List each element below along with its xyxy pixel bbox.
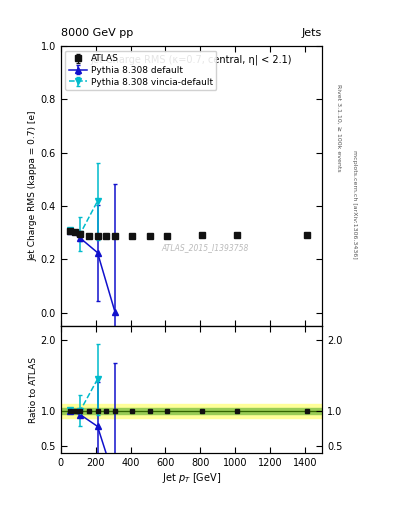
X-axis label: Jet $p_T$ [GeV]: Jet $p_T$ [GeV]	[162, 471, 221, 485]
Y-axis label: Jet Charge RMS (kappa = 0.7) [e]: Jet Charge RMS (kappa = 0.7) [e]	[29, 111, 38, 261]
Text: mcplots.cern.ch [arXiv:1306.3436]: mcplots.cern.ch [arXiv:1306.3436]	[352, 151, 357, 259]
Text: ATLAS_2015_I1393758: ATLAS_2015_I1393758	[161, 243, 248, 252]
Text: Rivet 3.1.10, ≥ 100k events: Rivet 3.1.10, ≥ 100k events	[336, 84, 341, 172]
Y-axis label: Ratio to ATLAS: Ratio to ATLAS	[29, 356, 38, 422]
Text: Jet Charge RMS (κ=0.7, central, η| < 2.1): Jet Charge RMS (κ=0.7, central, η| < 2.1…	[91, 54, 292, 65]
Bar	[61, 408, 322, 414]
Text: Jets: Jets	[302, 28, 322, 38]
Bar	[61, 403, 322, 418]
Text: 8000 GeV pp: 8000 GeV pp	[61, 28, 133, 38]
Legend: ATLAS, Pythia 8.308 default, Pythia 8.308 vincia-default: ATLAS, Pythia 8.308 default, Pythia 8.30…	[65, 51, 217, 90]
